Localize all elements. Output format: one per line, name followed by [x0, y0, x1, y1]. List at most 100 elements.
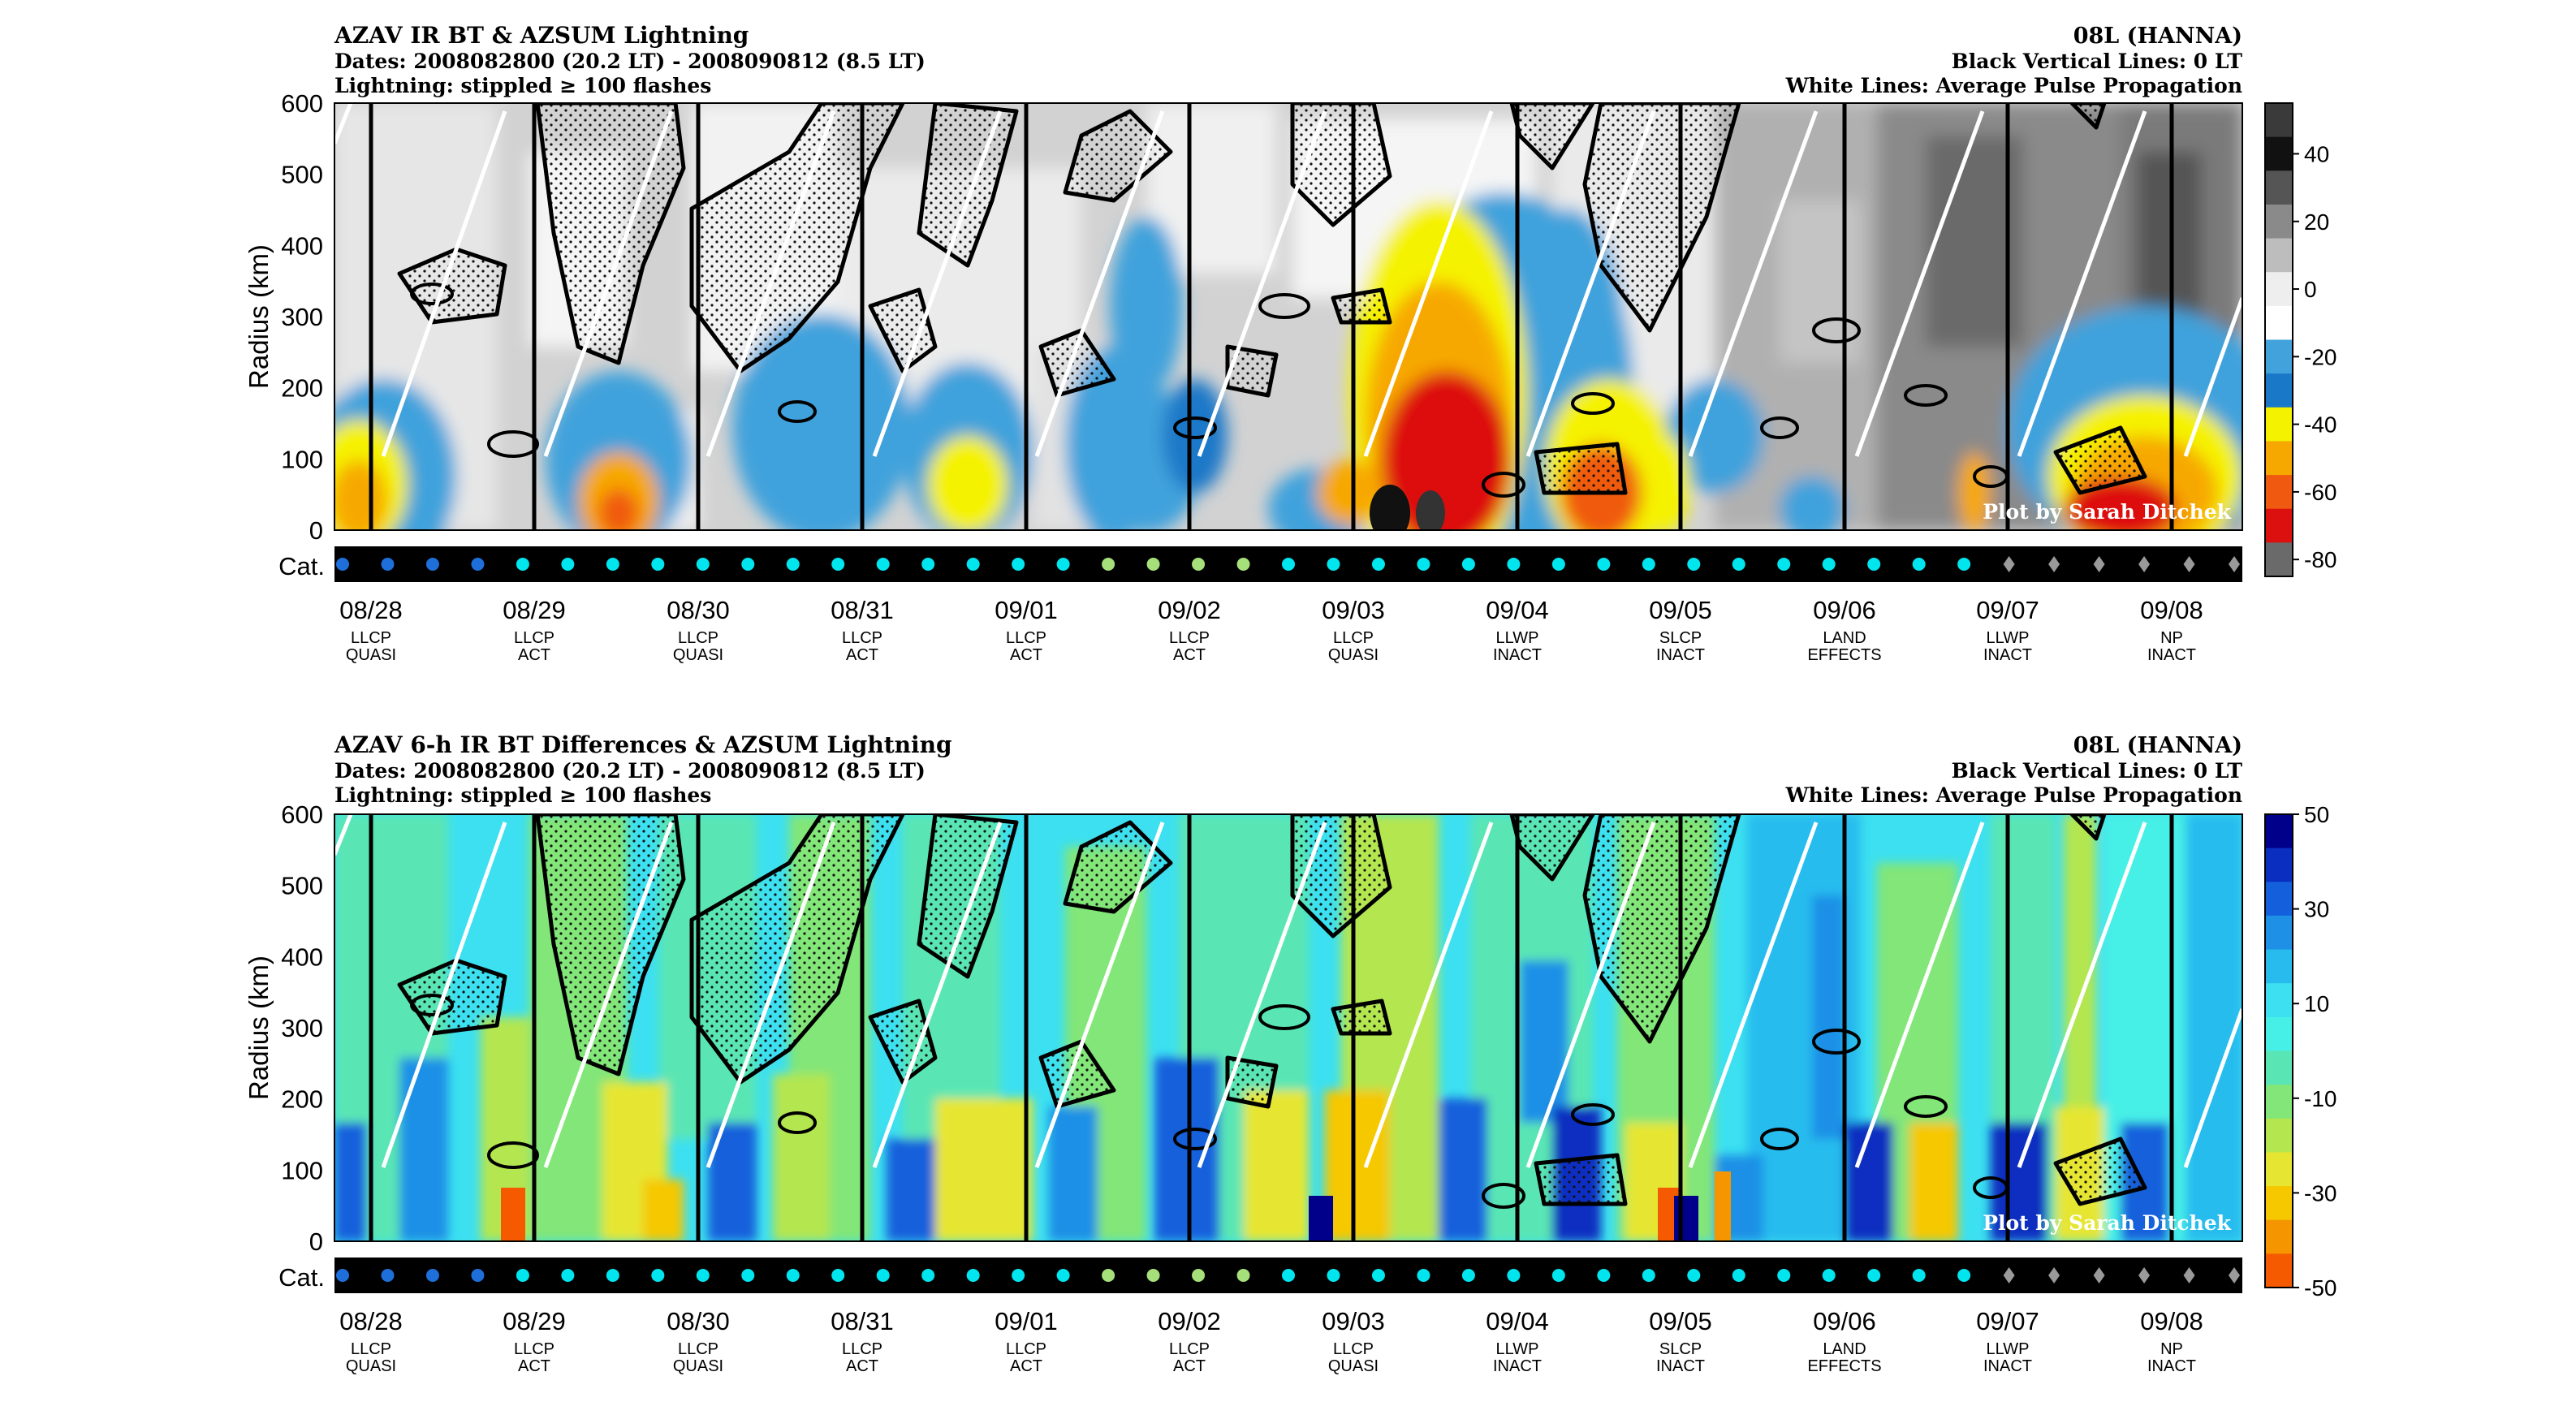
category-marker: [1867, 1269, 1881, 1282]
colorbar-segment: [2265, 882, 2293, 917]
category-marker: [381, 1269, 395, 1282]
x-period-type: LLCP: [678, 1340, 718, 1358]
category-marker: [876, 558, 890, 571]
x-period-activity: EFFECTS: [1807, 1357, 1881, 1375]
x-period-activity: ACT: [1173, 1357, 1206, 1375]
category-marker: [1597, 1269, 1611, 1282]
x-period-type: SLCP: [1659, 629, 1702, 647]
x-period-activity: QUASI: [673, 646, 723, 664]
category-marker: [786, 558, 800, 571]
colorbar-segment: [2265, 407, 2293, 442]
x-period-type: LLWP: [1496, 629, 1539, 647]
colorbar-segment: [2265, 1152, 2293, 1187]
y-tick-label: 600: [281, 800, 323, 829]
x-date-label: 09/01: [995, 1307, 1058, 1335]
category-marker: [606, 1269, 619, 1282]
y-tick-label: 100: [281, 1156, 323, 1184]
colorbar-segment: [2265, 103, 2293, 138]
panel1-category-markers: [336, 556, 2240, 572]
category-marker: [696, 558, 710, 571]
category-marker: [1461, 558, 1475, 571]
panel1-cat-label: Cat.: [278, 552, 325, 580]
panel2-storm: 08L (HANNA): [2073, 733, 2242, 758]
colorbar-segment: [2265, 238, 2293, 273]
x-period-activity: ACT: [518, 1357, 550, 1375]
x-period-activity: QUASI: [346, 1357, 396, 1375]
colorbar-segment: [2265, 272, 2293, 307]
y-tick-label: 200: [281, 1085, 323, 1114]
y-tick-label: 200: [281, 374, 323, 403]
x-period-type: LLCP: [1169, 1340, 1210, 1358]
x-period-type: LLWP: [1496, 1340, 1539, 1358]
category-marker: [786, 1269, 800, 1282]
category-marker: [1642, 558, 1655, 571]
panel2-colorbar: [2264, 813, 2293, 1288]
x-date-label: 09/02: [1158, 596, 1221, 624]
category-marker: [2048, 556, 2060, 572]
y-tick-label: 500: [281, 161, 323, 189]
x-period-activity: ACT: [518, 646, 550, 664]
category-marker: [336, 1269, 349, 1282]
y-tick-label: 100: [281, 445, 323, 473]
x-period-activity: INACT: [1656, 646, 1705, 664]
category-marker: [2229, 556, 2240, 572]
category-marker: [2183, 556, 2195, 572]
x-period-type: LLCP: [842, 1340, 882, 1358]
x-period-activity: ACT: [846, 1357, 878, 1375]
category-marker: [1327, 558, 1340, 571]
y-tick-label: 0: [309, 1227, 323, 1256]
panel1-black-lines-note: Black Vertical Lines: 0 LT: [1952, 50, 2243, 73]
colorbar-segment: [2265, 1050, 2293, 1085]
category-marker: [1551, 558, 1565, 571]
panel1-colorbar: [2264, 102, 2293, 577]
x-period-type: NP: [2160, 1340, 2183, 1358]
colorbar-segment: [2265, 542, 2293, 577]
category-marker: [516, 1269, 529, 1282]
x-period-type: LLCP: [842, 629, 882, 647]
y-tick-label: 400: [281, 943, 323, 971]
category-marker: [1192, 1269, 1206, 1282]
x-date-label: 09/01: [995, 596, 1058, 624]
y-tick-label: 300: [281, 303, 323, 331]
panel2-cat-label: Cat.: [278, 1263, 325, 1292]
category-marker: [2138, 1267, 2151, 1283]
colorbar-tick-label: 20: [2304, 209, 2329, 235]
category-marker: [651, 558, 665, 571]
category-marker: [1957, 558, 1971, 571]
x-period-activity: INACT: [1983, 1357, 2032, 1375]
colorbar-segment: [2265, 1219, 2293, 1254]
category-marker: [876, 1269, 890, 1282]
panel1-credit: Plot by Sarah Ditchek: [1983, 500, 2231, 524]
panel2-dates: Dates: 2008082800 (20.2 LT) - 2008090812…: [334, 759, 926, 783]
category-marker: [921, 558, 935, 571]
x-period-type: SLCP: [1659, 1340, 1702, 1358]
panel2-plot-area: Plot by Sarah Ditchek: [334, 814, 2242, 1241]
category-marker: [1282, 558, 1295, 571]
category-marker: [1732, 1269, 1745, 1282]
category-marker: [1777, 1269, 1791, 1282]
category-marker: [1687, 558, 1701, 571]
category-marker: [1056, 1269, 1070, 1282]
x-date-label: 09/08: [2140, 1307, 2203, 1335]
panel1-lightning: Lightning: stippled ≥ 100 flashes: [334, 74, 711, 97]
x-period-activity: INACT: [2147, 1357, 2196, 1375]
colorbar-tick-label: -60: [2304, 480, 2337, 505]
x-date-label: 08/28: [339, 1307, 403, 1335]
category-marker: [1912, 558, 1926, 571]
category-marker: [1597, 558, 1611, 571]
category-marker: [1417, 558, 1430, 571]
x-period-activity: ACT: [1010, 646, 1042, 664]
colorbar-segment: [2265, 339, 2293, 374]
panel2-y-ticks: 0 100 200 300 400 500 600: [281, 800, 323, 1256]
colorbar-segment: [2265, 1016, 2293, 1051]
x-date-label: 08/28: [339, 596, 403, 624]
panel2-y-axis-label: Radius (km): [244, 956, 274, 1100]
category-marker: [741, 1269, 755, 1282]
colorbar-tick-label: 40: [2304, 141, 2329, 166]
panel1-y-ticks: 0 100 200 300 400 500 600: [281, 89, 323, 545]
category-marker: [1012, 558, 1025, 571]
x-period-type: LLCP: [351, 629, 391, 647]
panel2-colorbar-ticks: 50 30 10 -10 -30 -50: [2293, 802, 2337, 1301]
category-marker: [1687, 1269, 1701, 1282]
panel1-title: AZAV IR BT & AZSUM Lightning: [334, 22, 749, 49]
